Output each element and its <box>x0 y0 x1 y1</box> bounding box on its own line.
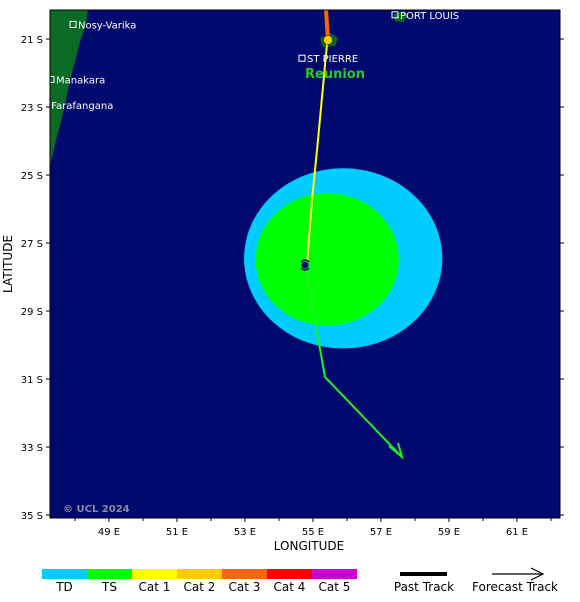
x-tick-label: 59 E <box>438 527 460 538</box>
place-marker <box>42 101 50 109</box>
track-legend: Past Track Forecast Track <box>394 567 558 594</box>
place-marker <box>47 75 55 83</box>
legend-swatch <box>42 569 87 579</box>
forecast-track-sample-arrowhead <box>530 567 545 581</box>
forecast-track <box>304 263 404 460</box>
place-label: Farafangana <box>51 101 113 112</box>
y-tick-label: 31 S <box>21 375 43 386</box>
past-track-label: Past Track <box>394 580 454 594</box>
y-tick-label: 35 S <box>21 511 43 522</box>
past-track-cat3-segment <box>324 9 330 41</box>
x-tick-label: 61 E <box>506 527 528 538</box>
x-tick-label: 55 E <box>302 527 324 538</box>
legend-category-label: Cat 1 <box>139 580 171 594</box>
y-tick-label: 23 S <box>21 103 43 114</box>
place-label: Manakara <box>56 75 105 86</box>
legend-category-label: TS <box>101 580 117 594</box>
legend-swatch <box>312 569 357 579</box>
past-track-cat1-segment <box>311 43 328 201</box>
latitude-ticks: 21 S 23 S 25 S 27 S 29 S 31 S 33 S 35 S <box>21 35 564 522</box>
x-axis-title: LONGITUDE <box>274 539 344 553</box>
place-marker <box>298 54 306 62</box>
place-label: ST PIERRE <box>307 54 358 65</box>
category-legend: TD TS Cat 1 Cat 2 Cat 3 Cat 4 Cat 5 <box>42 569 357 594</box>
ts-wind-radius <box>255 193 399 326</box>
legend-category-label: Cat 2 <box>184 580 216 594</box>
legend-swatch <box>222 569 267 579</box>
y-tick-label: 25 S <box>21 171 43 182</box>
place-marker <box>391 11 399 19</box>
legend-swatch <box>267 569 312 579</box>
wind-field <box>244 168 443 349</box>
x-tick-label: 53 E <box>234 527 256 538</box>
forecast-arrowhead <box>388 442 404 460</box>
x-tick-label: 57 E <box>370 527 392 538</box>
place-marker <box>69 20 77 28</box>
legend-category-label: Cat 3 <box>229 580 261 594</box>
legend-swatch <box>87 569 132 579</box>
reunion-label: Reunion <box>305 67 365 82</box>
y-tick-label: 21 S <box>21 35 43 46</box>
legend-swatch <box>177 569 222 579</box>
madagascar-landmass <box>50 10 88 165</box>
map-frame <box>49 9 561 519</box>
legend-category-label: Cat 5 <box>319 580 351 594</box>
legend-swatch <box>132 569 177 579</box>
x-tick-label: 49 E <box>98 527 120 538</box>
forecast-track-label: Forecast Track <box>472 580 558 594</box>
x-tick-label: 51 E <box>166 527 188 538</box>
place-label: Nosy-Varika <box>78 20 136 31</box>
forecast-track-line <box>304 263 400 455</box>
y-tick-label: 33 S <box>21 443 43 454</box>
y-axis-title: LATITUDE <box>1 235 15 293</box>
past-position-marker <box>323 35 333 45</box>
past-track <box>306 9 333 265</box>
y-tick-label: 27 S <box>21 239 43 250</box>
place-label: PORT LOUIS <box>400 11 459 22</box>
y-tick-label: 29 S <box>21 307 43 318</box>
storm-center-symbol <box>300 259 310 271</box>
credit-text: © UCL 2024 <box>63 504 130 515</box>
longitude-ticks: 49 E 51 E 53 E 55 E 57 E 59 E 61 E <box>74 518 552 538</box>
legend-category-label: TD <box>55 580 73 594</box>
legend-category-label: Cat 4 <box>274 580 306 594</box>
past-track-ts-segment <box>306 199 313 265</box>
place-markers: PORT LOUIS Nosy-Varika ST PIERRE Manakara Fa… <box>42 11 459 112</box>
